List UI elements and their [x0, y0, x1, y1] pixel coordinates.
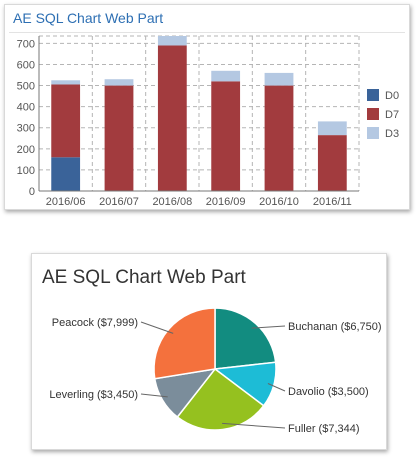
legend-label-d0: D0	[385, 90, 399, 102]
bar-d7	[157, 45, 187, 192]
bar-d0	[51, 157, 81, 191]
pie-chart-panel: AE SQL Chart Web Part Buchanan ($6,750) D…	[31, 253, 387, 450]
y-tick-label: 300	[17, 123, 35, 135]
pie-slice	[153, 307, 216, 380]
bar-d7	[211, 81, 241, 191]
x-tick-label: 2016/10	[259, 196, 299, 208]
pie-slice	[214, 307, 277, 370]
stacked-bar-chart: 0 100 200 300 400 500 600 700 2016/06 2016/07 2016…	[17, 35, 399, 208]
bar-chart-panel: AE SQL Chart Web Part 0 100 200 300 400 500 60…	[4, 4, 410, 210]
x-tick-label: 2016/09	[206, 196, 246, 208]
bar-d3	[51, 80, 81, 85]
pie-leader-line	[140, 393, 168, 398]
y-tick-label: 100	[17, 165, 35, 177]
pie-leader-line	[222, 422, 286, 429]
bar-chart-title: AE SQL Chart Web Part	[13, 10, 164, 26]
pie-leader-line	[251, 325, 286, 329]
x-tick-label: 2016/08	[152, 196, 192, 208]
y-tick-label: 600	[17, 59, 35, 71]
pie-slice-label: Peacock ($7,999)	[52, 317, 138, 329]
pie-slice	[176, 367, 265, 431]
bar-d3	[104, 79, 134, 86]
x-tick-label: 2016/06	[46, 196, 86, 208]
y-tick-label: 700	[17, 38, 35, 50]
pie-leader-line	[140, 321, 174, 334]
bar-d7	[51, 84, 81, 158]
pie-slice-label: Davolio ($3,500)	[288, 386, 369, 398]
bar-d3	[264, 72, 294, 86]
x-tick-label: 2016/11	[313, 196, 352, 208]
y-tick-label: 500	[17, 81, 35, 93]
pie-chart: Buchanan ($6,750) Davolio ($3,500) Fuller …	[49, 307, 382, 435]
x-tick-label: 2016/07	[99, 196, 139, 208]
legend-swatch-d7	[367, 108, 379, 120]
bar-d3	[211, 70, 241, 82]
bar-d7	[317, 135, 347, 191]
legend-label-d3: D3	[385, 128, 399, 140]
y-tick-label: 200	[17, 144, 35, 156]
pie-slice-label: Leverling ($3,450)	[49, 389, 138, 401]
pie-chart-title: AE SQL Chart Web Part	[42, 267, 246, 288]
pie-leader-line	[267, 383, 286, 392]
bar-d7	[264, 85, 294, 191]
pie-slice-label: Buchanan ($6,750)	[288, 321, 382, 333]
bar-d3	[157, 36, 187, 46]
bar-d3	[317, 121, 347, 136]
y-tick-label: 0	[29, 186, 35, 198]
legend-swatch-d0	[367, 89, 379, 101]
y-tick-label: 400	[17, 102, 35, 114]
legend-swatch-d3	[367, 127, 379, 139]
pie-slice-label: Fuller ($7,344)	[288, 423, 360, 435]
title-divider	[9, 32, 405, 33]
legend-label-d7: D7	[385, 109, 399, 121]
bar-d7	[104, 85, 134, 191]
